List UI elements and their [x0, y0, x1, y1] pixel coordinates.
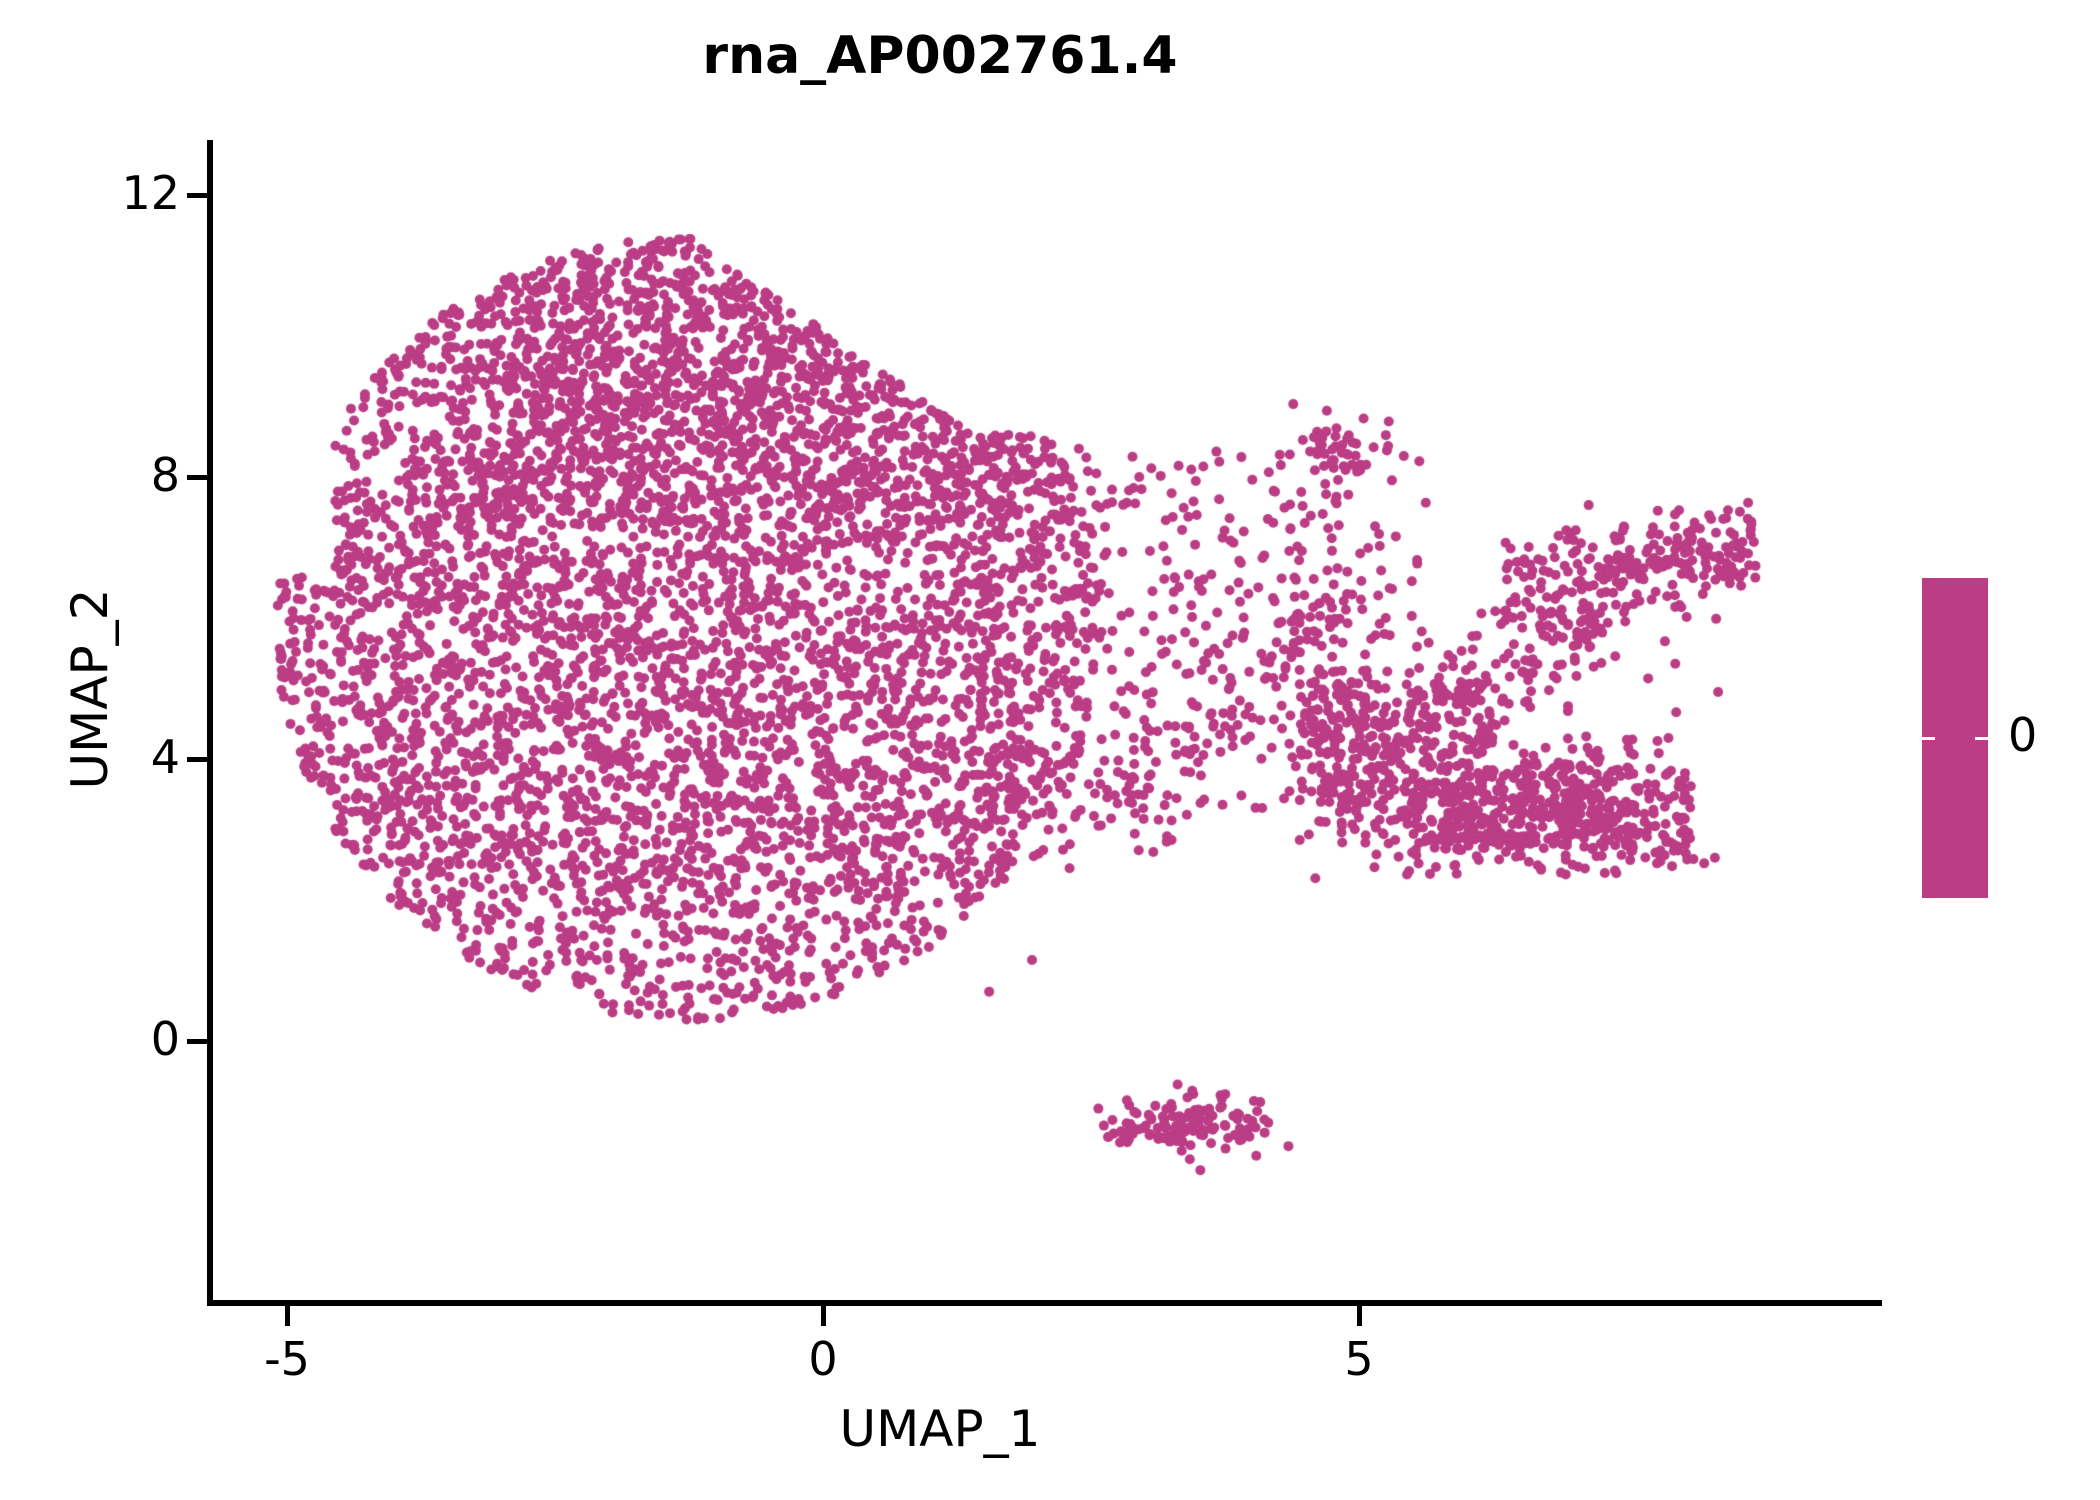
- x-tick-mark-5: [1357, 1306, 1362, 1326]
- x-tick-label-neg5: -5: [264, 1332, 310, 1386]
- y-tick-mark-0: [187, 1039, 207, 1044]
- colorbar-tick-right: [1975, 737, 1988, 740]
- x-tick-label-5: 5: [1344, 1332, 1374, 1386]
- y-tick-label-12: 12: [121, 166, 180, 220]
- y-tick-mark-12: [187, 193, 207, 198]
- x-tick-mark-neg5: [285, 1306, 290, 1326]
- colorbar-tick-label: 0: [2008, 708, 2038, 762]
- colorbar: 0: [1922, 578, 2092, 908]
- x-tick-label-0: 0: [808, 1332, 838, 1386]
- y-tick-label-0: 0: [150, 1012, 180, 1066]
- y-axis-label: UMAP_2: [61, 588, 119, 790]
- x-tick-mark-0: [821, 1306, 826, 1326]
- colorbar-tick-left: [1922, 737, 1935, 740]
- x-axis-label: UMAP_1: [839, 1400, 1041, 1458]
- y-axis-spine: [207, 140, 213, 1306]
- y-tick-label-8: 8: [150, 448, 180, 502]
- y-tick-mark-4: [187, 757, 207, 762]
- y-tick-mark-8: [187, 475, 207, 480]
- x-axis-spine: [207, 1300, 1882, 1306]
- y-tick-label-4: 4: [150, 730, 180, 784]
